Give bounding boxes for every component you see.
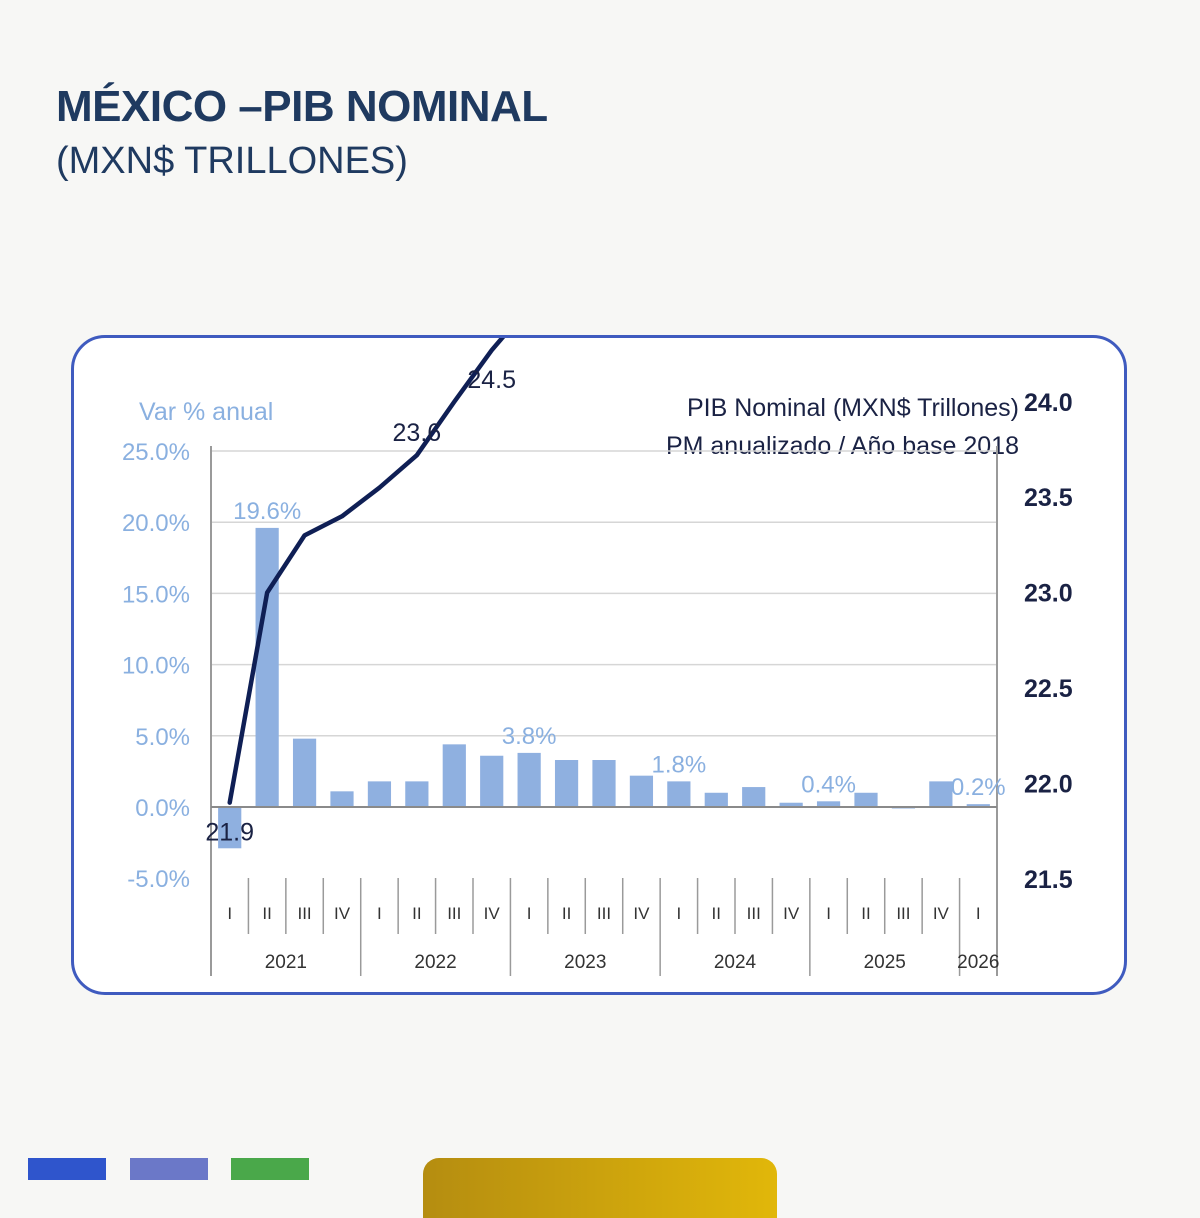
quarter-label: IV <box>334 904 351 923</box>
bar-data-label: 0.4% <box>801 771 856 798</box>
right-tick-label: 22.5 <box>1024 675 1073 703</box>
bar-data-label: 19.6% <box>233 498 301 525</box>
left-tick-label: 25.0% <box>122 439 190 466</box>
right-tick-label: 21.5 <box>1024 866 1073 894</box>
quarter-label: I <box>377 904 382 923</box>
quarter-label: IV <box>633 904 650 923</box>
year-label: 2023 <box>564 952 606 973</box>
right-axis-title-line2: PM anualizado / Año base 2018 <box>666 432 1019 460</box>
year-label: 2024 <box>714 952 757 973</box>
right-tick-label: 23.0 <box>1024 580 1073 608</box>
accent-stripe-blue <box>28 1158 106 1180</box>
bar <box>929 781 953 807</box>
page-title: MÉXICO –PIB NOMINAL <box>56 82 548 131</box>
bar-data-label: 1.8% <box>652 751 707 778</box>
accent-stripe-green <box>231 1158 309 1180</box>
left-axis-title: Var % anual <box>139 398 273 426</box>
quarter-label: III <box>447 904 461 923</box>
bar-data-label: 3.8% <box>502 723 557 750</box>
quarter-label: I <box>676 904 681 923</box>
accent-stripe-violet <box>130 1158 208 1180</box>
left-tick-label: 15.0% <box>122 581 190 608</box>
bar-data-label: 0.2% <box>951 774 1006 801</box>
quarter-label: III <box>597 904 611 923</box>
quarter-label: I <box>527 904 532 923</box>
bar <box>629 775 654 807</box>
quarter-label: II <box>562 904 571 923</box>
bar <box>667 781 691 807</box>
quarter-label: IV <box>783 904 800 923</box>
quarter-label: I <box>227 904 232 923</box>
line-data-label: 24.5 <box>467 366 516 394</box>
bar <box>966 804 990 807</box>
bar <box>367 781 392 807</box>
right-axis-title-line1: PIB Nominal (MXN$ Trillones) <box>687 394 1019 422</box>
quarter-label: I <box>826 904 831 923</box>
page-subtitle: (MXN$ TRILLONES) <box>56 140 408 182</box>
bar <box>292 738 317 807</box>
accent-gold-tab <box>423 1158 777 1218</box>
bar <box>854 792 878 807</box>
quarter-label: III <box>297 904 311 923</box>
bar <box>592 760 616 807</box>
year-label: 2026 <box>957 952 999 973</box>
quarter-label: II <box>712 904 721 923</box>
left-tick-label: 5.0% <box>135 724 190 751</box>
quarter-label: II <box>412 904 421 923</box>
quarter-label: I <box>976 904 981 923</box>
bar <box>255 527 279 807</box>
bar <box>517 752 541 807</box>
right-tick-label: 23.5 <box>1024 484 1073 512</box>
bar <box>218 807 242 849</box>
line-data-label: 21.9 <box>205 819 254 847</box>
left-tick-label: 10.0% <box>122 653 190 680</box>
year-label: 2022 <box>414 952 456 973</box>
year-label: 2021 <box>265 952 307 973</box>
line-data-label: 23.6 <box>393 419 442 447</box>
bar <box>816 801 841 807</box>
left-tick-label: 20.0% <box>122 510 190 537</box>
quarter-label: III <box>896 904 910 923</box>
bar <box>554 760 579 807</box>
bar <box>330 791 354 807</box>
left-tick-label: -5.0% <box>127 866 190 893</box>
left-tick-label: 0.0% <box>135 795 190 822</box>
right-tick-label: 22.0 <box>1024 771 1073 799</box>
bar <box>405 781 429 807</box>
chart-card: Var % anual PIB Nominal (MXN$ Trillones)… <box>71 335 1127 995</box>
bar <box>442 744 466 807</box>
bar <box>704 792 728 807</box>
right-tick-label: 24.0 <box>1024 389 1073 417</box>
quarter-label: III <box>747 904 761 923</box>
quarter-label: IV <box>484 904 501 923</box>
quarter-label: IV <box>933 904 950 923</box>
gdp-line <box>227 338 506 805</box>
bar <box>779 802 803 807</box>
year-label: 2025 <box>864 952 906 973</box>
gdp-chart: Var % anual PIB Nominal (MXN$ Trillones)… <box>122 338 1073 976</box>
quarter-label: II <box>861 904 870 923</box>
bar <box>742 787 766 807</box>
quarter-label: II <box>262 904 271 923</box>
bar <box>480 755 504 807</box>
